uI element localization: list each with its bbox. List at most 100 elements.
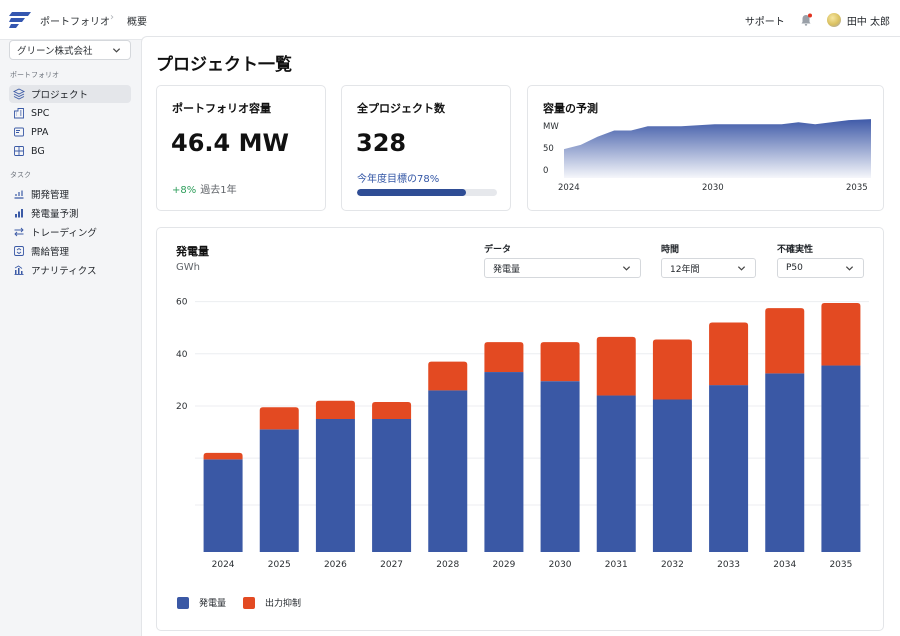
projects-progress-bar	[357, 189, 497, 196]
y-tick-label: 60	[176, 298, 188, 308]
bar-curtailment-2031[interactable]	[596, 336, 636, 396]
capacity-delta: +8% 過去1年	[172, 181, 237, 196]
bar-generation-2032[interactable]	[652, 399, 692, 552]
app-logo-icon[interactable]	[9, 12, 31, 28]
bar-generation-2027[interactable]	[372, 419, 412, 552]
bar-generation-2026[interactable]	[315, 419, 355, 552]
page-title: プロジェクト一覧	[156, 55, 292, 75]
bar-generation-2030[interactable]	[540, 381, 580, 552]
capacity-card-title: ポートフォリオ容量	[172, 102, 271, 115]
bar-curtailment-2024[interactable]	[203, 452, 243, 460]
forecast-x-tick: 2035	[846, 183, 868, 193]
forecast-area-chart	[564, 119, 871, 178]
x-tick-label: 2033	[717, 560, 740, 570]
bar-generation-2029[interactable]	[484, 372, 524, 552]
bar-curtailment-2033[interactable]	[709, 322, 749, 386]
contract-icon	[14, 127, 24, 137]
user-menu[interactable]: 田中 太郎	[826, 13, 890, 28]
bar-generation-2028[interactable]	[428, 390, 468, 552]
bar-curtailment-2027[interactable]	[372, 402, 412, 419]
exchange-icon	[14, 227, 24, 237]
support-link[interactable]: サポート	[744, 16, 785, 28]
x-tick-label: 2032	[661, 560, 684, 570]
sidebar	[0, 40, 140, 636]
sidebar-section-tasks: タスク	[10, 171, 31, 179]
balance-icon	[14, 246, 24, 256]
bar-generation-2025[interactable]	[259, 429, 299, 552]
sidebar-item-label: アナリティクス	[31, 266, 97, 277]
user-name: 田中 太郎	[846, 16, 890, 28]
sidebar-item-analytics[interactable]: アナリティクス	[9, 261, 131, 279]
x-tick-label: 2025	[268, 560, 291, 570]
forecast-x-tick: 2030	[702, 183, 724, 193]
bar-generation-2034[interactable]	[765, 373, 805, 552]
bar-generation-2033[interactable]	[709, 385, 749, 552]
bar-curtailment-2025[interactable]	[259, 407, 299, 430]
x-tick-label: 2030	[549, 560, 572, 570]
y-tick-label: 40	[176, 350, 188, 360]
sidebar-item-label: BG	[31, 145, 45, 157]
sidebar-section-portfolio: ポートフォリオ	[10, 71, 59, 79]
chevron-down-icon	[622, 266, 631, 271]
data-filter-value: 発電量	[493, 264, 521, 275]
sidebar-item-label: 開発管理	[31, 190, 70, 201]
bar-curtailment-2030[interactable]	[540, 342, 580, 382]
x-tick-label: 2027	[380, 560, 403, 570]
legend-label: 出力抑制	[265, 599, 302, 609]
forecast-card: 容量の予測 MW 50 0 2024 2030 2035	[527, 85, 884, 211]
sidebar-item-ppa[interactable]: PPA	[9, 123, 131, 141]
bar-generation-2035[interactable]	[821, 365, 861, 552]
generation-bar-chart: 60 40 20 2024 2025 2026 2027 2028 2029 2030 2031 20…	[176, 298, 869, 570]
bell-icon[interactable]	[799, 13, 813, 27]
sidebar-item-forecast[interactable]: 発電量予測	[9, 204, 131, 222]
sidebar-item-trading[interactable]: トレーディング	[9, 223, 131, 241]
bar-curtailment-2029[interactable]	[484, 342, 524, 373]
legend-label: 発電量	[199, 599, 227, 609]
time-filter-label: 時間	[661, 245, 680, 255]
breadcrumb-root[interactable]: ポートフォリオ	[40, 17, 110, 28]
sidebar-item-balance[interactable]: 需給管理	[9, 242, 131, 260]
sidebar-item-label: PPA	[31, 126, 49, 138]
grid-icon	[14, 146, 24, 156]
sidebar-item-projects[interactable]: プロジェクト	[9, 85, 131, 103]
sidebar-item-development[interactable]: 開発管理	[9, 185, 131, 203]
forecast-card-title: 容量の予測	[543, 102, 598, 115]
bar-curtailment-2028[interactable]	[428, 361, 468, 391]
forecast-y-tick: 50	[543, 144, 554, 154]
chevron-down-icon	[845, 266, 854, 271]
bar-generation-2024[interactable]	[203, 459, 243, 552]
avatar	[826, 13, 841, 27]
x-tick-label: 2029	[492, 560, 515, 570]
org-select-value: グリーン株式会社	[17, 46, 93, 57]
breadcrumb-current: 概要	[127, 17, 147, 28]
projects-progress-fill	[357, 189, 467, 196]
sidebar-item-spc[interactable]: SPC	[9, 104, 131, 122]
sidebar-item-label: 需給管理	[31, 247, 70, 258]
legend-swatch-generation	[177, 596, 189, 609]
sidebar-item-label: プロジェクト	[31, 90, 89, 101]
bar-generation-2031[interactable]	[596, 395, 636, 552]
bar-curtailment-2035[interactable]	[821, 302, 861, 366]
sidebar-item-bg[interactable]: BG	[9, 142, 131, 160]
time-filter-select[interactable]: 12年間	[661, 258, 756, 278]
capacity-delta-note: 過去1年	[200, 185, 237, 196]
time-filter-value: 12年間	[670, 264, 700, 275]
bar-curtailment-2034[interactable]	[765, 308, 805, 374]
org-select[interactable]: グリーン株式会社	[9, 40, 131, 60]
bar-curtailment-2026[interactable]	[315, 400, 355, 419]
uncertainty-filter-value: P50	[786, 263, 803, 273]
uncertainty-filter-label: 不確実性	[777, 245, 814, 255]
sidebar-item-label: トレーディング	[31, 228, 97, 239]
data-filter-label: データ	[484, 245, 512, 255]
sidebar-item-label: SPC	[31, 107, 50, 119]
generation-unit: GWh	[176, 262, 200, 273]
projects-card: 全プロジェクト数 328 今年度目標の78%	[341, 85, 511, 211]
x-tick-label: 2028	[436, 560, 459, 570]
bar-curtailment-2032[interactable]	[652, 339, 692, 400]
chevron-down-icon	[737, 266, 746, 271]
data-filter-select[interactable]: 発電量	[484, 258, 641, 278]
capacity-value: 46.4 MW	[171, 129, 289, 157]
uncertainty-filter-select[interactable]: P50	[777, 258, 864, 278]
forecast-x-tick: 2024	[558, 183, 580, 193]
y-tick-label: 20	[176, 402, 188, 412]
